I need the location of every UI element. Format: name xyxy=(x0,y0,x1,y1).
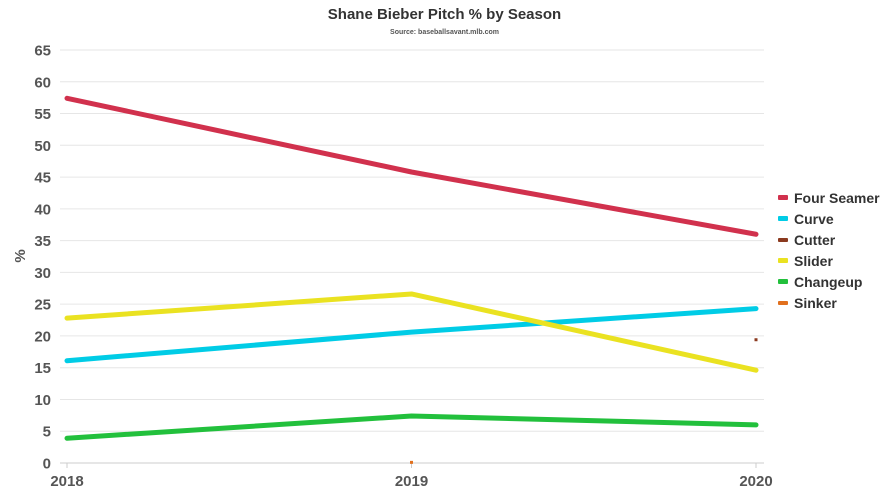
y-tick-label: 55 xyxy=(34,106,51,123)
y-tick-label: 40 xyxy=(34,201,51,218)
y-tick-label: 15 xyxy=(34,360,51,377)
series-cutter xyxy=(754,338,758,342)
legend-swatch xyxy=(778,300,788,305)
series-changeup xyxy=(64,413,759,441)
legend-item-cutter[interactable]: Cutter xyxy=(778,229,880,250)
legend-swatch xyxy=(778,216,788,221)
x-tick-label: 2018 xyxy=(50,473,83,490)
y-tick-label: 35 xyxy=(34,233,51,250)
y-tick-label: 10 xyxy=(34,392,51,409)
legend-swatch xyxy=(778,258,788,263)
legend-swatch xyxy=(778,195,788,200)
legend-label: Cutter xyxy=(794,231,836,248)
legend: Four Seamer Curve Cutter Slider Changeup Sink… xyxy=(778,187,880,313)
y-tick-label: 45 xyxy=(34,170,51,187)
x-tick-label: 2020 xyxy=(739,473,772,490)
legend-item-sinker[interactable]: Sinker xyxy=(778,292,880,313)
series-sinker xyxy=(410,460,413,464)
legend-swatch xyxy=(778,237,788,242)
y-tick-label: 0 xyxy=(43,456,51,473)
y-tick-label: 50 xyxy=(34,138,51,155)
y-tick-label: 60 xyxy=(34,74,51,91)
series-lines xyxy=(64,95,759,464)
series-line-slider xyxy=(64,291,759,373)
tick-labels: 0 5 10 15 20 25 30 35 40 45 50 55 60 65 2018 2019 2020 xyxy=(34,43,772,491)
gridlines xyxy=(60,49,764,432)
legend-label: Slider xyxy=(794,252,833,269)
legend-label: Changeup xyxy=(794,273,863,290)
chart-title: Shane Bieber Pitch % by Season xyxy=(327,6,562,23)
data-point-sinker xyxy=(410,460,413,464)
y-tick-label: 5 xyxy=(43,424,51,441)
y-tick-label: 20 xyxy=(34,328,51,345)
y-tick-label: 65 xyxy=(34,43,51,60)
series-curve xyxy=(64,306,759,364)
series-slider xyxy=(64,291,759,373)
legend-swatch xyxy=(778,279,788,284)
series-four-seamer xyxy=(64,95,759,237)
legend-item-slider[interactable]: Slider xyxy=(778,250,880,271)
legend-item-four-seamer[interactable]: Four Seamer xyxy=(778,187,880,208)
x-tick-label: 2019 xyxy=(395,473,428,490)
series-line-curve xyxy=(64,306,759,364)
legend-label: Sinker xyxy=(794,294,837,311)
data-point-cutter xyxy=(754,338,758,342)
legend-item-curve[interactable]: Curve xyxy=(778,208,880,229)
y-tick-label: 30 xyxy=(34,265,51,282)
series-line-changeup xyxy=(64,413,759,441)
chart-subtitle: Source: baseballsavant.mlb.com xyxy=(390,29,499,36)
y-axis-label: % xyxy=(12,249,29,262)
legend-label: Four Seamer xyxy=(794,189,880,206)
legend-label: Curve xyxy=(794,210,834,227)
legend-item-changeup[interactable]: Changeup xyxy=(778,271,880,292)
series-line-four-seamer xyxy=(64,95,759,237)
y-tick-label: 25 xyxy=(34,297,51,314)
